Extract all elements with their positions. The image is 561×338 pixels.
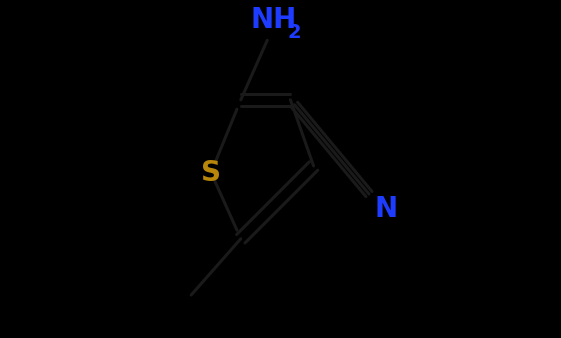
Text: NH: NH: [251, 6, 297, 34]
Text: 2: 2: [288, 23, 302, 42]
Text: N: N: [375, 195, 398, 223]
Text: S: S: [201, 159, 221, 187]
